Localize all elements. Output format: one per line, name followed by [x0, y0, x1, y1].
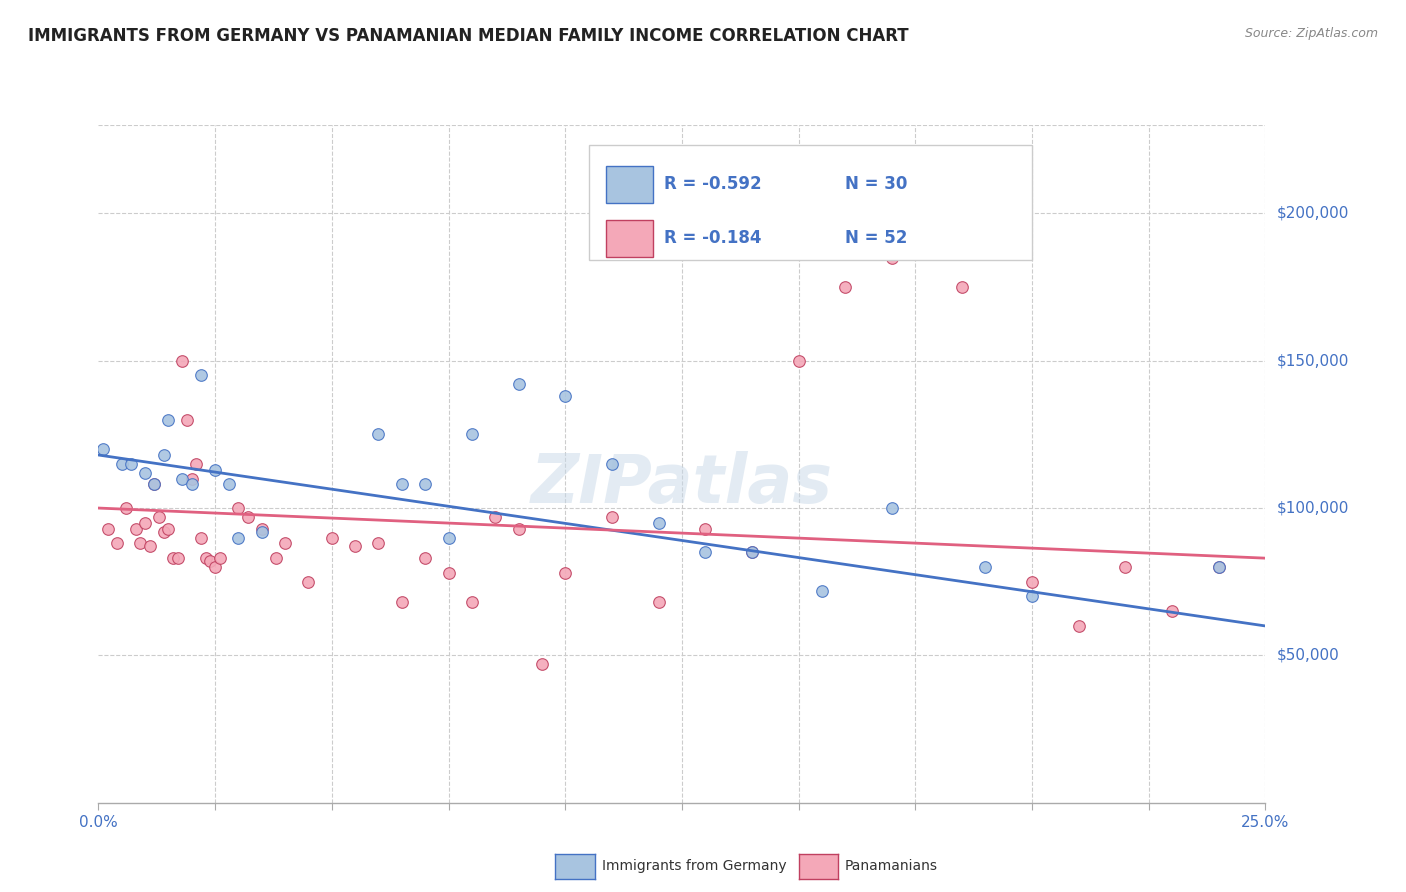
Point — [143, 477, 166, 491]
Point — [194, 551, 217, 566]
Point — [190, 368, 212, 383]
Point — [695, 545, 717, 559]
FancyBboxPatch shape — [606, 166, 652, 202]
Point — [1114, 560, 1136, 574]
Point — [321, 531, 343, 545]
Point — [105, 536, 128, 550]
Text: N = 30: N = 30 — [845, 175, 908, 194]
Point — [134, 516, 156, 530]
Point — [950, 280, 973, 294]
Point — [129, 536, 152, 550]
Point — [811, 583, 834, 598]
Point — [974, 560, 997, 574]
Point — [437, 531, 460, 545]
Point — [180, 472, 202, 486]
Point — [647, 595, 669, 609]
Point — [530, 657, 553, 672]
Point — [204, 560, 226, 574]
Point — [554, 566, 576, 580]
Point — [204, 463, 226, 477]
Point — [148, 509, 170, 524]
Point — [176, 412, 198, 426]
Point — [91, 442, 114, 456]
Point — [274, 536, 297, 550]
Text: R = -0.592: R = -0.592 — [665, 175, 762, 194]
Point — [834, 280, 856, 294]
Point — [264, 551, 287, 566]
Text: N = 52: N = 52 — [845, 229, 908, 247]
Point — [186, 457, 208, 471]
Point — [143, 477, 166, 491]
Point — [367, 427, 389, 442]
Point — [600, 457, 623, 471]
Point — [741, 545, 763, 559]
Point — [180, 477, 202, 491]
Text: Source: ZipAtlas.com: Source: ZipAtlas.com — [1244, 27, 1378, 40]
Point — [139, 540, 162, 554]
Point — [1208, 560, 1230, 574]
Point — [208, 551, 231, 566]
Point — [200, 554, 222, 568]
Point — [413, 551, 436, 566]
Point — [250, 524, 273, 539]
Point — [120, 457, 142, 471]
Point — [1021, 574, 1043, 589]
Point — [125, 522, 148, 536]
Point — [391, 477, 413, 491]
Text: $50,000: $50,000 — [1277, 648, 1340, 663]
Point — [172, 353, 194, 368]
Point — [134, 466, 156, 480]
Point — [236, 509, 259, 524]
Point — [162, 551, 184, 566]
Point — [157, 522, 180, 536]
Text: Immigrants from Germany: Immigrants from Germany — [602, 859, 786, 873]
Text: Panamanians: Panamanians — [845, 859, 938, 873]
Point — [297, 574, 319, 589]
Text: $200,000: $200,000 — [1277, 206, 1348, 221]
Point — [172, 472, 194, 486]
Point — [152, 524, 174, 539]
Point — [115, 501, 138, 516]
Point — [508, 522, 530, 536]
Point — [600, 509, 623, 524]
Point — [228, 531, 250, 545]
Point — [437, 566, 460, 580]
FancyBboxPatch shape — [589, 145, 1032, 260]
Point — [741, 545, 763, 559]
Point — [647, 516, 669, 530]
Point — [111, 457, 134, 471]
Point — [695, 522, 717, 536]
Point — [880, 251, 903, 265]
Point — [391, 595, 413, 609]
Point — [461, 427, 484, 442]
Point — [1067, 619, 1090, 633]
Point — [1208, 560, 1230, 574]
Point — [367, 536, 389, 550]
Point — [152, 448, 174, 462]
Point — [97, 522, 120, 536]
Text: $150,000: $150,000 — [1277, 353, 1348, 368]
Point — [190, 531, 212, 545]
Text: $100,000: $100,000 — [1277, 500, 1348, 516]
Point — [157, 412, 180, 426]
Point — [880, 501, 903, 516]
Point — [1021, 590, 1043, 604]
Point — [166, 551, 188, 566]
Point — [508, 377, 530, 392]
Point — [218, 477, 240, 491]
Text: ZIPatlas: ZIPatlas — [531, 451, 832, 517]
Text: IMMIGRANTS FROM GERMANY VS PANAMANIAN MEDIAN FAMILY INCOME CORRELATION CHART: IMMIGRANTS FROM GERMANY VS PANAMANIAN ME… — [28, 27, 908, 45]
Point — [461, 595, 484, 609]
Point — [787, 353, 810, 368]
Point — [250, 522, 273, 536]
Point — [413, 477, 436, 491]
Point — [484, 509, 506, 524]
Point — [554, 389, 576, 403]
Point — [1161, 604, 1184, 618]
Text: R = -0.184: R = -0.184 — [665, 229, 762, 247]
Point — [344, 540, 367, 554]
Point — [228, 501, 250, 516]
FancyBboxPatch shape — [606, 219, 652, 257]
